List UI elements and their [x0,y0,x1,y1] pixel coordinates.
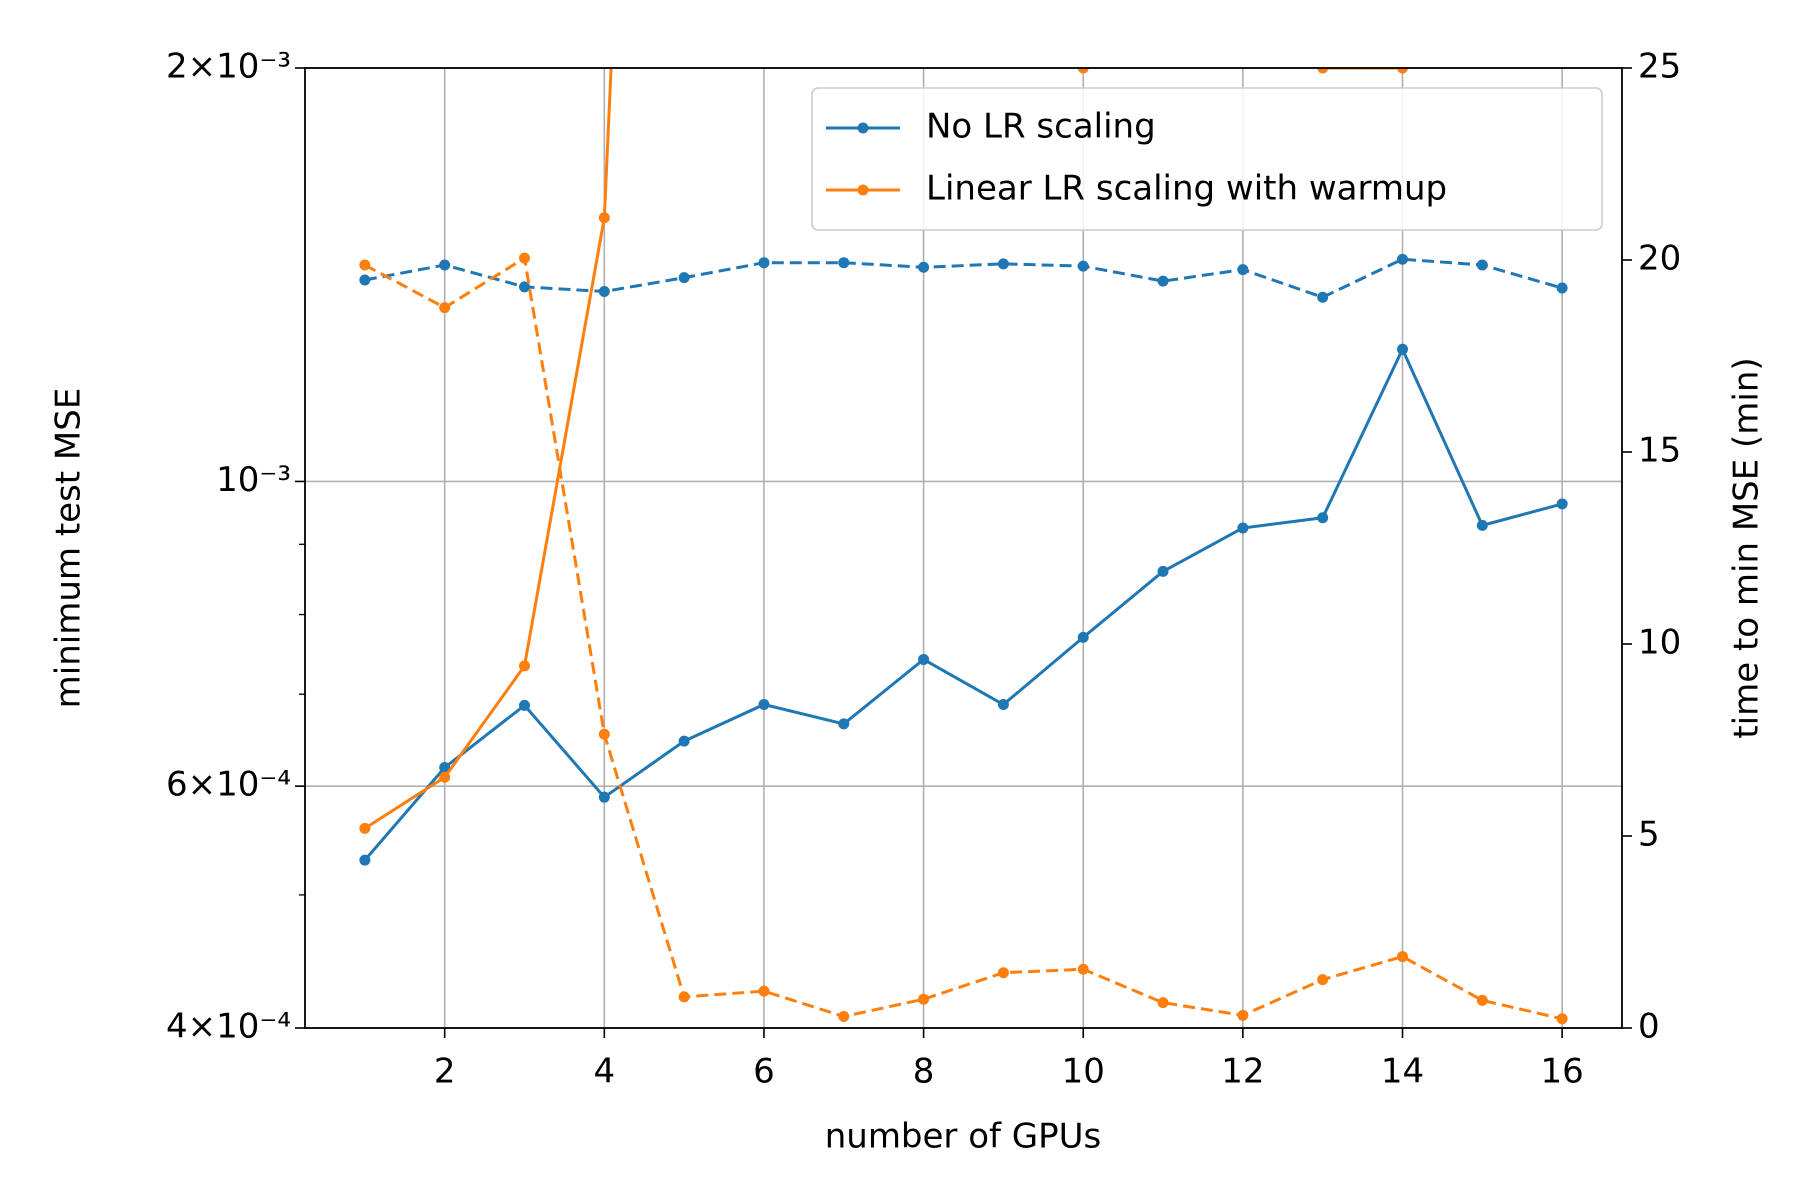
x-tick-label: 8 [913,1052,935,1092]
legend-marker [857,184,869,196]
point [758,699,770,711]
point [1397,253,1408,265]
point [838,257,850,269]
point [678,272,690,284]
x-axis-label: number of GPUs [825,1117,1102,1157]
point [1157,565,1169,577]
point [1077,260,1089,272]
point [598,212,610,224]
legend-marker [857,122,869,134]
point [678,991,690,1003]
point [1237,522,1249,534]
point [1476,259,1488,271]
point [1077,68,1089,74]
y2-tick-label: 10 [1638,623,1681,663]
x-tick-label: 14 [1381,1052,1424,1092]
point [758,257,770,269]
point [997,967,1009,979]
legend-box [811,87,1603,231]
point [439,771,451,783]
point [1476,519,1488,531]
legend-label: Linear LR scaling with warmup [926,169,1447,209]
y-tick-label: 4×10⁻⁴ [166,1007,291,1047]
point [598,791,610,803]
x-tick-label: 16 [1541,1052,1584,1092]
point [997,699,1009,711]
point [1157,275,1169,287]
point [1476,994,1488,1006]
point [1317,512,1329,524]
y2-tick-label: 25 [1638,47,1681,87]
point [359,854,371,866]
point [1237,1009,1249,1021]
point [439,259,451,271]
y-tick-label: 10⁻³ [216,460,291,500]
point [1556,498,1568,510]
point [439,302,451,314]
y-axis-label: minimum test MSE [49,388,89,709]
point [519,660,530,672]
point [1317,291,1329,303]
point [519,699,530,711]
y-tick-label: 6×10⁻⁴ [166,765,291,805]
point [439,762,451,774]
x-tick-label: 10 [1062,1052,1105,1092]
point [1317,68,1329,74]
point [359,274,371,286]
legend-label: No LR scaling [926,107,1156,147]
y2-tick-label: 15 [1638,431,1681,471]
point [1317,974,1329,986]
y2-tick-label: 20 [1638,239,1681,279]
x-tick-label: 4 [593,1052,615,1092]
y2-tick-label: 5 [1638,815,1660,855]
point [758,985,770,997]
point [1237,264,1249,276]
point [519,281,530,293]
point [838,1010,850,1022]
plot-frame [304,67,1623,1029]
point [598,285,610,297]
x-tick-label: 6 [753,1052,775,1092]
y-tick-label: 2×10⁻³ [166,47,291,87]
point [1077,963,1089,975]
point [1556,282,1568,294]
point [838,718,850,730]
point [359,822,371,834]
point [598,728,610,740]
point [997,258,1009,270]
point [918,653,930,665]
point [1077,631,1089,643]
plot-area [359,68,1568,1025]
point [678,735,690,747]
point [359,259,371,271]
y2-tick-label: 0 [1638,1007,1660,1047]
point [1397,343,1408,355]
series-line [364,256,1563,1021]
series-line [364,257,1563,299]
y2-axis-label: time to min MSE (min) [1727,357,1767,738]
point [1157,997,1169,1009]
point [1397,68,1408,74]
x-tick-label: 12 [1221,1052,1264,1092]
point [1556,1013,1568,1025]
point [918,261,930,273]
point [1397,951,1408,963]
point [519,252,530,264]
x-tick-label: 2 [434,1052,456,1092]
series-line [363,347,1563,862]
point [918,993,930,1005]
